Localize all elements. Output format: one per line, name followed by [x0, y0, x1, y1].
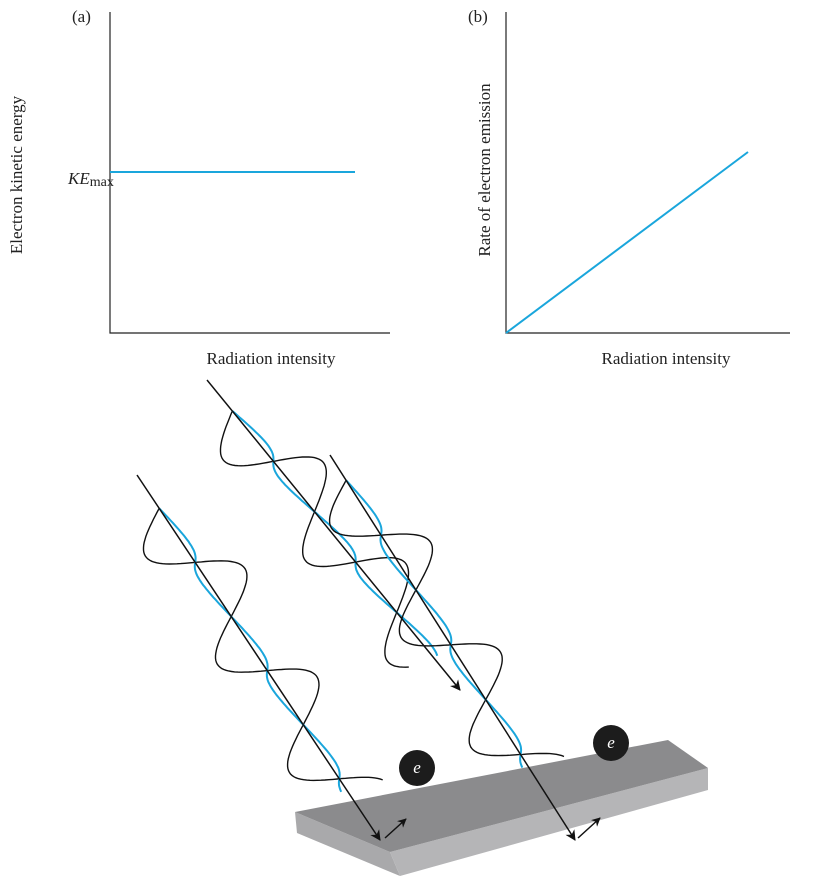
electron-label: e — [607, 733, 615, 752]
wave-electric — [330, 480, 564, 756]
x-axis-label: Radiation intensity — [602, 349, 731, 368]
level-label: KEmax — [67, 169, 114, 190]
panel-label: (b) — [468, 7, 488, 26]
ray — [137, 475, 380, 840]
y-axis-label: Electron kinetic energy — [7, 95, 26, 254]
y-axis-label: Rate of electron emission — [475, 83, 494, 257]
wave-electric — [144, 508, 383, 780]
panel-b: (b) Rate of electron emission Radiation … — [468, 7, 790, 368]
x-axis-label: Radiation intensity — [207, 349, 336, 368]
ray — [207, 380, 460, 690]
figure: (a) KEmax Electron kinetic energy Radiat… — [0, 0, 820, 881]
wave-magnetic — [346, 480, 522, 767]
axes — [506, 12, 790, 333]
metal-slab — [295, 740, 708, 876]
rate-line — [506, 152, 748, 333]
level-main: KE — [67, 169, 90, 188]
electron-label: e — [413, 758, 421, 777]
panel-a: (a) KEmax Electron kinetic energy Radiat… — [7, 7, 390, 368]
wave-magnetic — [159, 508, 341, 792]
panel-label: (a) — [72, 7, 91, 26]
level-sub: max — [90, 175, 114, 190]
